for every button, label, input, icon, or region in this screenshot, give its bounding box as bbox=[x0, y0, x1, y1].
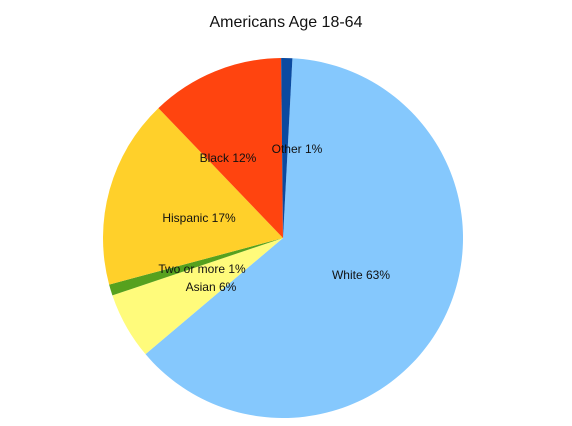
pie-slice-asian bbox=[112, 238, 284, 355]
pie-slice-hispanic bbox=[102, 108, 283, 285]
pie-label-white: White 63% bbox=[332, 268, 390, 282]
pie-label-hispanic: Hispanic 17% bbox=[162, 211, 236, 225]
pie-labels: White 63% Asian 6% Two or more 1% Hispanic … bbox=[158, 142, 390, 294]
pie-slice-black bbox=[158, 58, 283, 239]
pie-slices bbox=[102, 58, 464, 419]
pie-slice-white bbox=[145, 58, 464, 419]
pie-slice-other bbox=[281, 58, 293, 238]
pie-label-asian: Asian 6% bbox=[186, 280, 237, 294]
pie-slice-two-or-more bbox=[109, 238, 283, 296]
pie-label-black: Black 12% bbox=[200, 151, 257, 165]
pie-label-two-or-more: Two or more 1% bbox=[158, 262, 246, 276]
pie-label-other: Other 1% bbox=[272, 142, 323, 156]
chart-title: Americans Age 18-64 bbox=[209, 14, 363, 31]
